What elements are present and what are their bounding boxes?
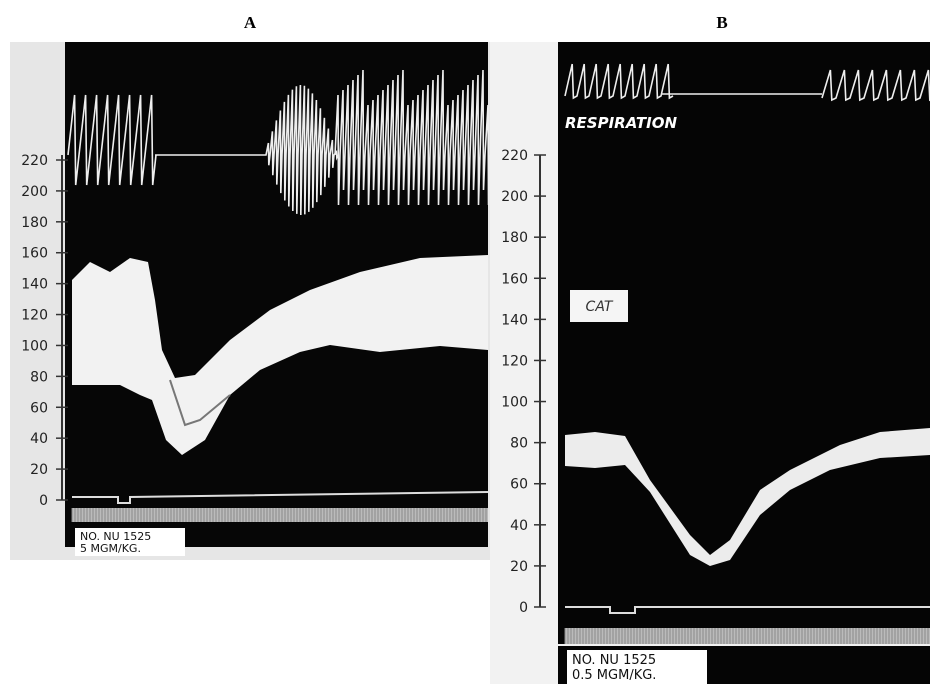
caption: 0.5 MGM/KG. <box>572 668 656 683</box>
respiration-spikes <box>334 69 491 206</box>
caption-box <box>567 650 707 684</box>
scale-label: 120 <box>21 308 48 324</box>
record-b <box>558 42 930 644</box>
annotation-box <box>570 290 628 322</box>
scale-label: 0 <box>39 493 48 509</box>
respiration-spikes <box>262 84 339 216</box>
scale-label: 200 <box>21 184 48 200</box>
scale-label: 220 <box>501 148 528 164</box>
panel-label: A <box>244 13 257 32</box>
scale-label: 20 <box>510 559 528 575</box>
respiration-trace <box>564 63 930 102</box>
time-marks <box>564 628 929 644</box>
scale-label: 140 <box>21 277 48 293</box>
scale-label: 100 <box>501 395 528 411</box>
respiration-spikes <box>821 69 930 102</box>
scale-label: 180 <box>21 215 48 231</box>
scale-label: 160 <box>21 246 48 262</box>
time-marks <box>71 508 487 522</box>
scale-label: 60 <box>510 477 528 493</box>
panel-label: B <box>716 13 727 32</box>
scale-label: 200 <box>501 189 528 205</box>
scale-label: 40 <box>30 431 48 447</box>
scale-label: 60 <box>30 400 48 416</box>
scale-label: 140 <box>501 312 528 328</box>
baseline <box>565 606 930 614</box>
pressure-trace-detail <box>169 379 231 427</box>
scale-label: 40 <box>510 518 528 534</box>
caption: 5 MGM/KG. <box>80 542 141 555</box>
respiration-spikes <box>564 63 674 100</box>
annotation: RESPIRATION <box>565 114 677 132</box>
caption-box <box>75 528 185 556</box>
scale-label: 160 <box>501 271 528 287</box>
respiration-trace <box>67 69 491 216</box>
pressure-trace <box>565 428 930 566</box>
scale-label: 80 <box>510 436 528 452</box>
scale-label: 80 <box>30 369 48 385</box>
annotation: CAT <box>586 299 614 315</box>
scale-label: 180 <box>501 230 528 246</box>
pressure-trace <box>72 255 488 455</box>
scale-label: 220 <box>21 153 48 169</box>
baseline <box>72 491 489 504</box>
caption: NO. NU 1525 <box>80 530 151 543</box>
scale-label: 0 <box>519 600 528 616</box>
scale-label: 100 <box>21 338 48 354</box>
respiration-spikes <box>67 94 157 186</box>
scale-label: 20 <box>30 462 48 478</box>
caption: NO. NU 1525 <box>572 653 656 668</box>
scale-label: 120 <box>501 353 528 369</box>
